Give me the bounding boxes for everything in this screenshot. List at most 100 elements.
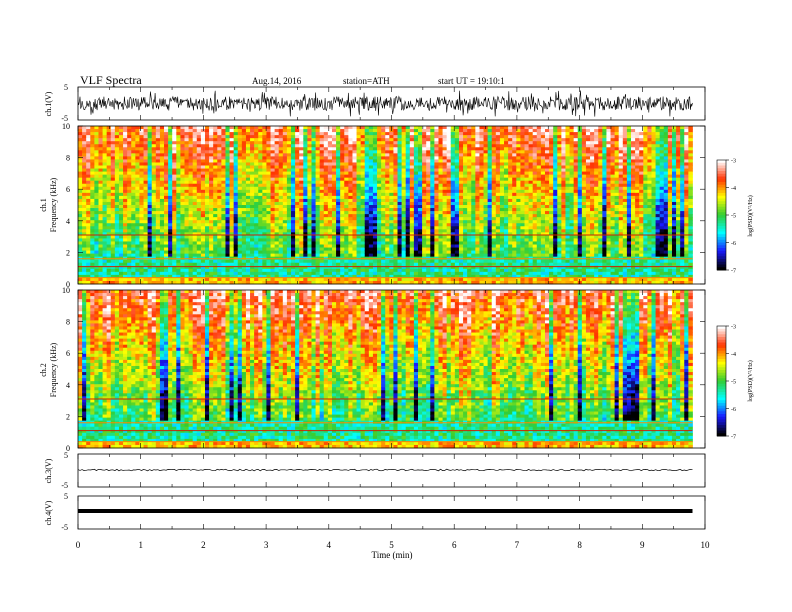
spectrogram-cell	[176, 211, 180, 214]
spectrogram-cell	[316, 208, 320, 211]
spectrogram-cell	[254, 208, 258, 211]
spectrogram-cell	[295, 132, 299, 135]
spectrogram-cell	[131, 126, 135, 129]
spectrogram-cell	[414, 223, 418, 226]
spectrogram-cell	[78, 132, 82, 135]
spectrogram-cell	[86, 129, 90, 132]
spectrogram-cell	[189, 248, 193, 251]
spectrogram-cell	[295, 166, 299, 169]
spectrogram-cell	[283, 208, 287, 211]
spectrogram-cell	[221, 190, 225, 193]
spectrogram-cell	[189, 272, 193, 275]
spectrogram-cell	[361, 229, 365, 232]
spectrogram-cell	[434, 269, 438, 272]
spectrogram-cell	[291, 190, 295, 193]
spectrogram-cell	[185, 278, 189, 281]
spectrogram-cell	[369, 159, 373, 162]
spectrogram-cell	[94, 138, 98, 141]
spectrogram-cell	[385, 245, 389, 248]
spectrogram-cell	[197, 166, 201, 169]
spectrogram-cell	[369, 205, 373, 208]
spectrogram-cell	[135, 217, 139, 220]
spectrogram-cell	[156, 159, 160, 162]
spectrogram-cell	[344, 235, 348, 238]
spectrogram-cell	[254, 162, 258, 165]
spectrogram-cell	[78, 159, 82, 162]
spectrogram-cell	[213, 126, 217, 129]
spectrogram-cell	[316, 199, 320, 202]
spectrogram-cell	[123, 199, 127, 202]
spectrogram-cell	[406, 278, 410, 281]
spectrogram-cell	[447, 187, 451, 190]
spectrogram-cell	[438, 248, 442, 251]
spectrogram-cell	[123, 162, 127, 165]
spectrogram-cell	[275, 211, 279, 214]
spectrogram-cell	[164, 175, 168, 178]
spectrogram-cell	[295, 269, 299, 272]
spectrogram-cell	[410, 126, 414, 129]
spectrogram-cell	[352, 235, 356, 238]
spectrogram-cell	[463, 147, 467, 150]
spectrogram-cell	[156, 248, 160, 251]
spectrogram-cell	[164, 269, 168, 272]
spectrogram-cell	[230, 241, 234, 244]
spectrogram-cell	[262, 202, 266, 205]
spectrogram-cell	[209, 135, 213, 138]
spectrogram-cell	[123, 181, 127, 184]
spectrogram-cell	[336, 260, 340, 263]
spectrogram-cell	[291, 193, 295, 196]
spectrogram-cell	[352, 190, 356, 193]
spectrogram-cell	[455, 199, 459, 202]
spectrogram-cell	[86, 263, 90, 266]
spectrogram-cell	[78, 248, 82, 251]
spectrogram-cell	[398, 226, 402, 229]
spectrogram-cell	[201, 193, 205, 196]
spectrogram-cell	[225, 169, 229, 172]
spectrogram-cell	[459, 205, 463, 208]
spectrogram-cell	[443, 184, 447, 187]
spectrogram-cell	[295, 153, 299, 156]
spectrogram-cell	[90, 153, 94, 156]
spectrogram-cell	[103, 205, 107, 208]
spectrogram-cell	[443, 248, 447, 251]
spectrogram-cell	[258, 229, 262, 232]
spectrogram-cell	[86, 181, 90, 184]
spectrogram-cell	[131, 181, 135, 184]
spectrogram-cell	[279, 260, 283, 263]
spectrogram-cell	[164, 181, 168, 184]
spectrogram-cell	[201, 208, 205, 211]
spectrogram-cell	[115, 269, 119, 272]
spectrogram-cell	[426, 190, 430, 193]
spectrogram-cell	[275, 138, 279, 141]
spectrogram-cell	[463, 175, 467, 178]
spectrogram-cell	[414, 144, 418, 147]
spectrogram-cell	[373, 272, 377, 275]
spectrogram-cell	[340, 138, 344, 141]
spectrogram-cell	[344, 241, 348, 244]
spectrogram-cell	[271, 254, 275, 257]
spectrogram-cell	[90, 141, 94, 144]
spectrogram-cell	[352, 196, 356, 199]
spectrogram-cell	[328, 144, 332, 147]
spectrogram-cell	[410, 135, 414, 138]
spectrogram-cell	[185, 241, 189, 244]
spectrogram-cell	[291, 208, 295, 211]
spectrogram-cell	[213, 193, 217, 196]
spectrogram-cell	[373, 193, 377, 196]
spectrogram-cell	[340, 278, 344, 281]
spectrogram-cell	[332, 153, 336, 156]
spectrogram-cell	[451, 184, 455, 187]
spectrogram-cell	[430, 223, 434, 226]
spectrogram-cell	[225, 162, 229, 165]
spectrogram-cell	[447, 172, 451, 175]
spectrogram-cell	[238, 132, 242, 135]
spectrogram-cell	[115, 175, 119, 178]
spectrogram-cell	[406, 153, 410, 156]
spectrogram-cell	[463, 202, 467, 205]
spectrogram-cell	[201, 254, 205, 257]
spectrogram-cell	[422, 132, 426, 135]
spectrogram-cell	[172, 220, 176, 223]
spectrogram-cell	[197, 223, 201, 226]
spectrogram-cell	[311, 132, 315, 135]
spectrogram-cell	[168, 211, 172, 214]
